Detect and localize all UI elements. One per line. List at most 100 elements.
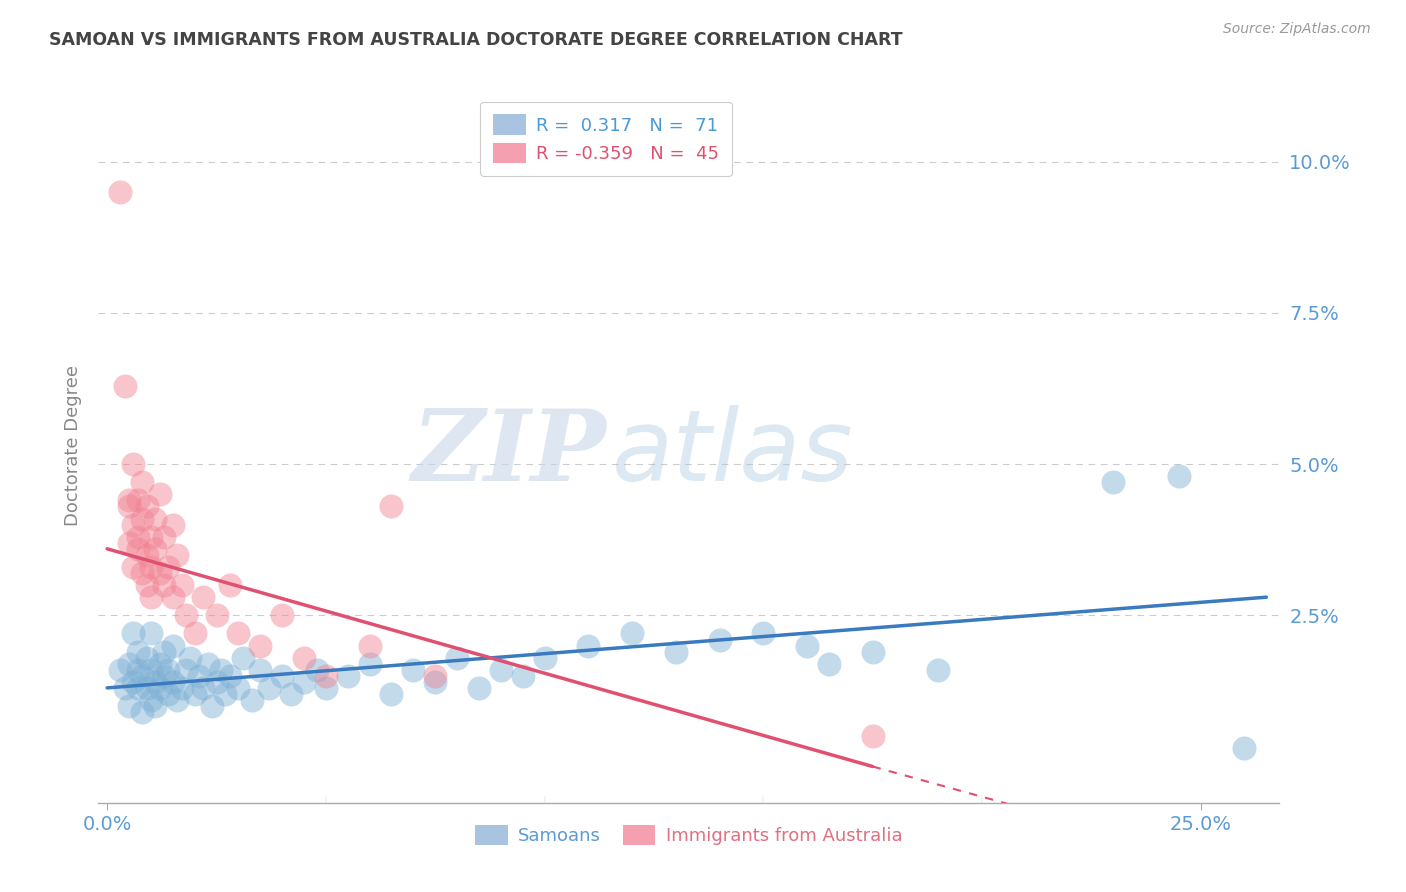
- Point: [257, 681, 280, 695]
- Point: [110, 663, 132, 677]
- Point: [127, 681, 149, 695]
- Legend: Samoans, Immigrants from Australia: Samoans, Immigrants from Australia: [463, 812, 915, 858]
- Point: [127, 493, 149, 508]
- Point: [135, 681, 157, 695]
- Point: [228, 681, 250, 695]
- Point: [127, 645, 149, 659]
- Point: [157, 560, 180, 574]
- Point: [166, 548, 188, 562]
- Point: [218, 578, 240, 592]
- Point: [153, 578, 176, 592]
- Point: [114, 681, 136, 695]
- Point: [139, 560, 162, 574]
- Point: [307, 663, 329, 677]
- Point: [135, 578, 157, 592]
- Point: [131, 705, 153, 719]
- Point: [131, 566, 153, 580]
- Point: [425, 669, 447, 683]
- Point: [315, 681, 337, 695]
- Point: [166, 693, 188, 707]
- Point: [143, 541, 166, 556]
- Point: [193, 590, 215, 604]
- Point: [139, 626, 162, 640]
- Point: [489, 663, 512, 677]
- Point: [170, 681, 193, 695]
- Point: [139, 663, 162, 677]
- Point: [228, 626, 250, 640]
- Point: [127, 530, 149, 544]
- Point: [533, 650, 555, 665]
- Point: [359, 639, 381, 653]
- Point: [118, 699, 141, 714]
- Point: [193, 681, 215, 695]
- Point: [110, 185, 132, 199]
- Point: [118, 493, 141, 508]
- Point: [709, 632, 731, 647]
- Point: [188, 669, 211, 683]
- Y-axis label: Doctorate Degree: Doctorate Degree: [63, 366, 82, 526]
- Point: [280, 687, 302, 701]
- Point: [149, 566, 172, 580]
- Text: Source: ZipAtlas.com: Source: ZipAtlas.com: [1223, 22, 1371, 37]
- Point: [232, 650, 254, 665]
- Point: [621, 626, 644, 640]
- Point: [468, 681, 491, 695]
- Point: [1102, 475, 1125, 490]
- Point: [118, 657, 141, 671]
- Point: [425, 674, 447, 689]
- Point: [135, 548, 157, 562]
- Point: [174, 663, 197, 677]
- Point: [359, 657, 381, 671]
- Point: [143, 511, 166, 525]
- Text: atlas: atlas: [612, 405, 853, 501]
- Point: [174, 608, 197, 623]
- Point: [153, 669, 176, 683]
- Point: [209, 663, 232, 677]
- Point: [122, 560, 145, 574]
- Point: [170, 578, 193, 592]
- Point: [118, 535, 141, 549]
- Point: [122, 674, 145, 689]
- Point: [576, 639, 599, 653]
- Point: [135, 650, 157, 665]
- Point: [149, 657, 172, 671]
- Point: [446, 650, 468, 665]
- Point: [127, 541, 149, 556]
- Point: [149, 487, 172, 501]
- Point: [818, 657, 841, 671]
- Point: [512, 669, 534, 683]
- Point: [197, 657, 219, 671]
- Text: ZIP: ZIP: [412, 405, 606, 501]
- Point: [201, 699, 224, 714]
- Point: [139, 530, 162, 544]
- Point: [1233, 741, 1256, 756]
- Point: [149, 681, 172, 695]
- Point: [752, 626, 775, 640]
- Point: [153, 530, 176, 544]
- Point: [249, 663, 271, 677]
- Point: [157, 663, 180, 677]
- Point: [139, 590, 162, 604]
- Point: [249, 639, 271, 653]
- Point: [218, 669, 240, 683]
- Point: [214, 687, 236, 701]
- Point: [862, 645, 884, 659]
- Point: [862, 729, 884, 743]
- Point: [114, 378, 136, 392]
- Point: [143, 674, 166, 689]
- Point: [1167, 469, 1189, 483]
- Point: [271, 669, 294, 683]
- Point: [796, 639, 818, 653]
- Point: [271, 608, 294, 623]
- Point: [122, 517, 145, 532]
- Point: [162, 639, 184, 653]
- Point: [927, 663, 949, 677]
- Point: [131, 669, 153, 683]
- Point: [131, 511, 153, 525]
- Point: [143, 699, 166, 714]
- Point: [205, 674, 228, 689]
- Point: [315, 669, 337, 683]
- Point: [665, 645, 688, 659]
- Point: [162, 674, 184, 689]
- Point: [122, 457, 145, 471]
